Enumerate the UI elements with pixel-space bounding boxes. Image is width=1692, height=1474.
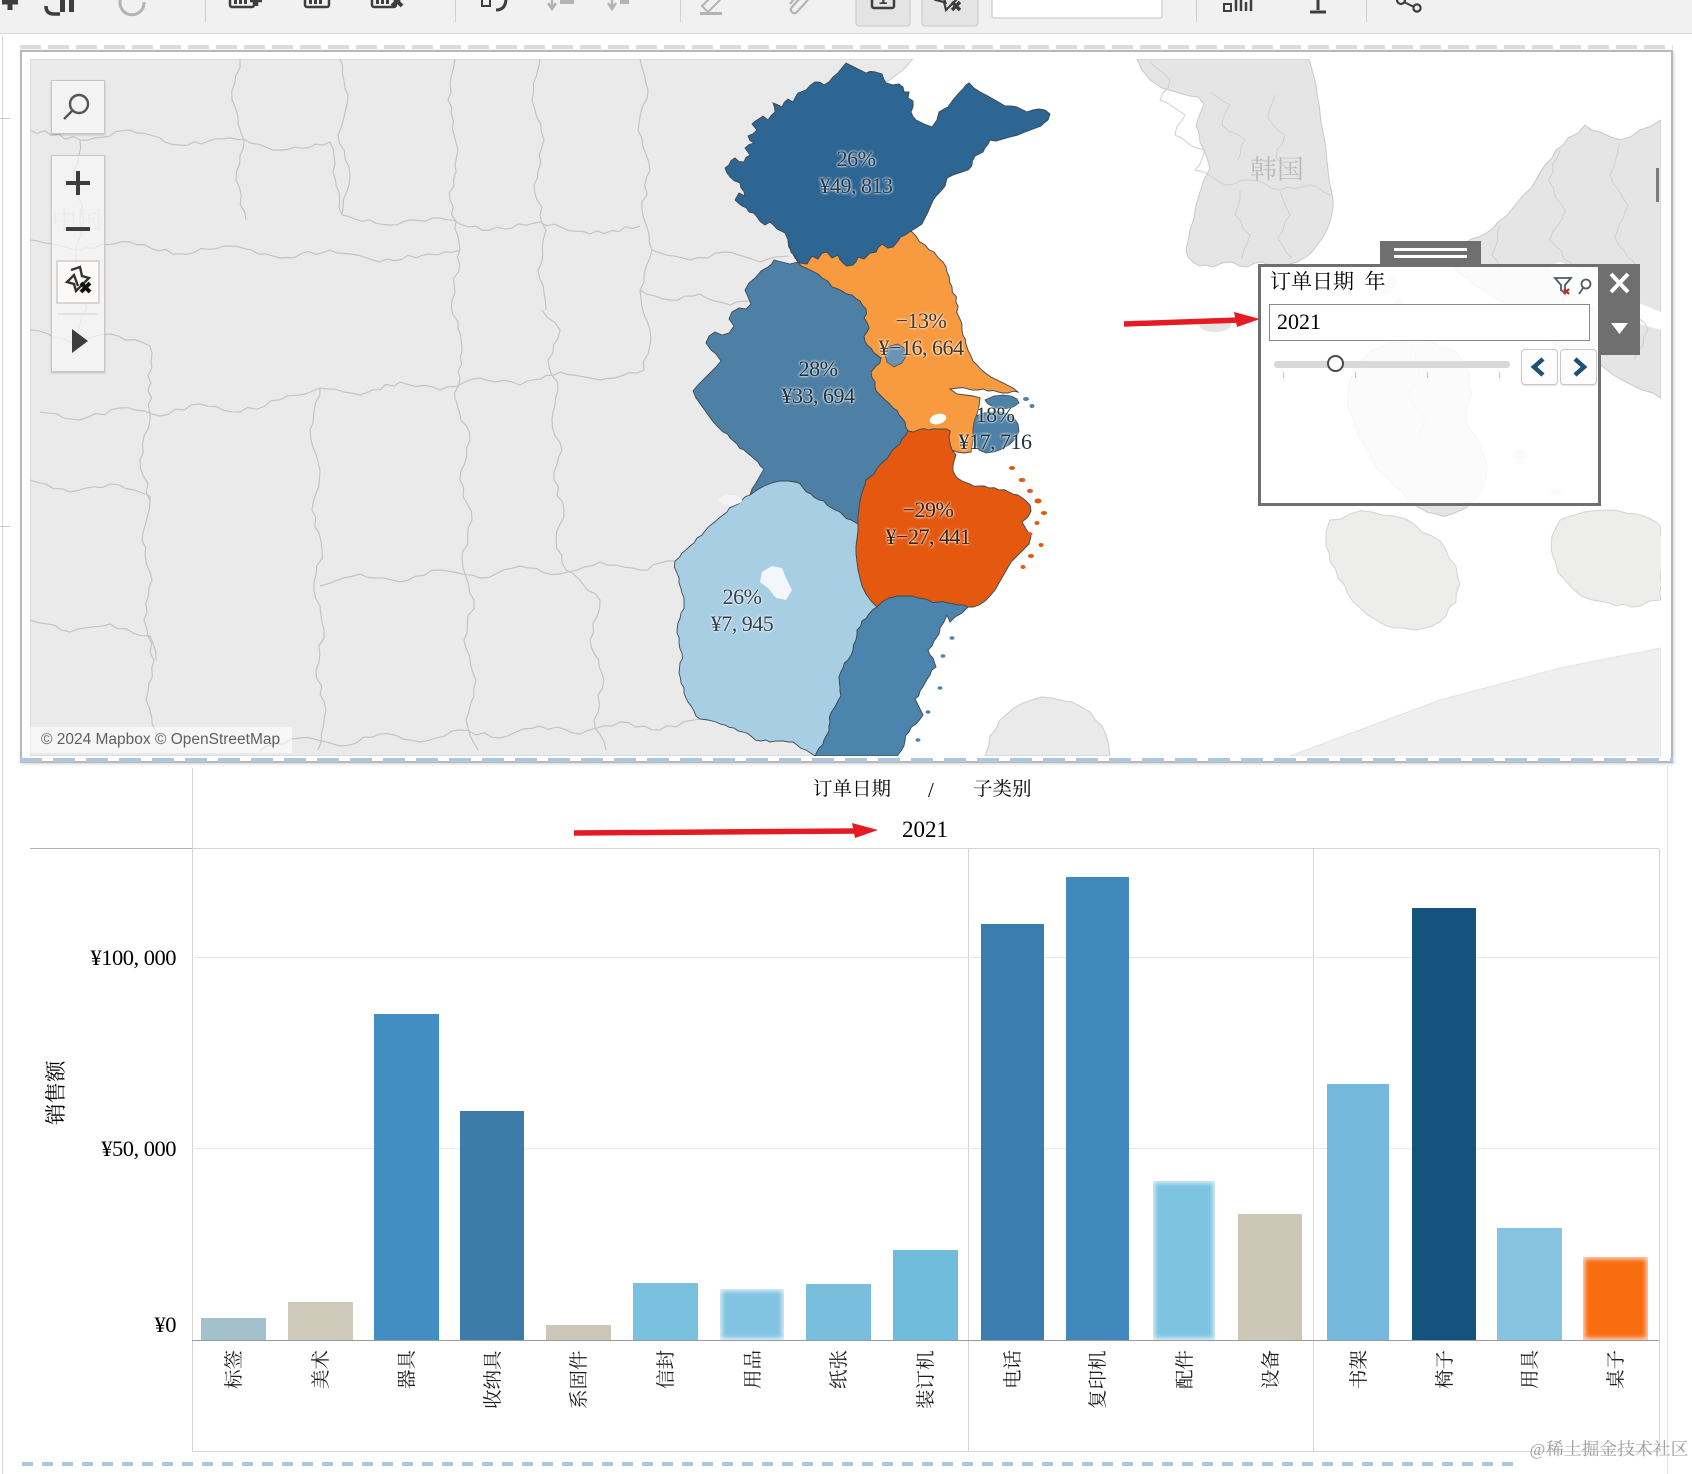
svg-text:1: 1 xyxy=(879,0,888,8)
